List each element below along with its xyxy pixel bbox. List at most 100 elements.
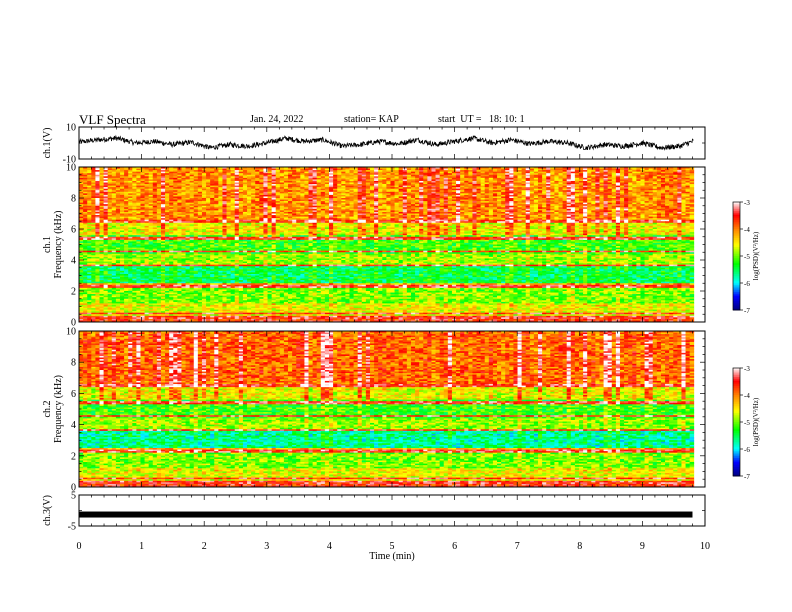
spectrogram-cell bbox=[660, 187, 666, 190]
spectrogram-cell bbox=[607, 187, 613, 190]
spectrogram-cell bbox=[660, 177, 666, 180]
spectrogram-cell bbox=[660, 185, 666, 188]
spectrogram-cell bbox=[201, 188, 207, 191]
spectrogram-cell bbox=[103, 185, 109, 188]
spectrogram-cell bbox=[206, 168, 211, 171]
spectrogram-cell bbox=[365, 170, 371, 173]
spectrogram-cell bbox=[611, 174, 617, 177]
spectrogram-cell bbox=[173, 167, 178, 169]
spectrogram-cell bbox=[324, 190, 330, 193]
spectrogram-cell bbox=[382, 167, 387, 169]
spectrogram-cell bbox=[210, 176, 215, 179]
spectrogram-cell bbox=[529, 188, 535, 191]
spectrogram-cell bbox=[197, 180, 203, 183]
spectrogram-cell bbox=[517, 185, 523, 188]
spectrogram-cell bbox=[99, 188, 104, 191]
spectrogram-cell bbox=[288, 182, 293, 185]
spectrogram-cell bbox=[111, 177, 117, 180]
spectrogram-cell bbox=[583, 167, 588, 169]
spectrogram-cell bbox=[300, 182, 305, 185]
spectrogram-cell bbox=[210, 184, 215, 186]
spectrogram-cell bbox=[99, 177, 104, 180]
spectrogram-cell bbox=[152, 190, 158, 193]
spectrogram-cell bbox=[177, 174, 182, 177]
spectrogram-cell bbox=[640, 182, 645, 185]
spectrogram-cell bbox=[87, 170, 92, 173]
spectrogram-cell bbox=[439, 188, 445, 191]
spectrogram-cell bbox=[300, 177, 305, 180]
spectrogram-cell bbox=[156, 173, 162, 176]
spectrogram-cell bbox=[263, 176, 268, 179]
spectrogram-cell bbox=[210, 187, 215, 190]
spectrogram-cell bbox=[669, 168, 674, 171]
spectrogram-cell bbox=[369, 173, 375, 176]
spectrogram-cell bbox=[115, 180, 121, 183]
spectrogram-cell bbox=[533, 179, 539, 182]
spectrogram-cell bbox=[443, 174, 449, 177]
spectrogram-cell bbox=[365, 184, 371, 186]
spectrogram-cell bbox=[169, 190, 174, 193]
spectrogram-cell bbox=[238, 185, 244, 188]
spectrogram-cell bbox=[333, 180, 338, 183]
spectrogram-cell bbox=[685, 171, 691, 174]
spectrogram-cell bbox=[542, 171, 547, 174]
spectrogram-cell bbox=[599, 179, 604, 182]
spectrogram-cell bbox=[574, 167, 580, 169]
spectrogram-cell bbox=[193, 174, 199, 177]
spectrogram-cell bbox=[341, 187, 346, 190]
spectrogram-cell bbox=[283, 184, 289, 186]
spectrogram-cell bbox=[300, 190, 305, 193]
spectrogram-cell bbox=[574, 180, 580, 183]
spectrogram-cell bbox=[345, 170, 350, 173]
spectrogram-cell bbox=[320, 180, 326, 183]
spectrogram-cell bbox=[361, 173, 367, 176]
spectrogram-cell bbox=[111, 174, 117, 177]
spectrogram-cell bbox=[218, 168, 223, 171]
spectrogram-cell bbox=[578, 190, 584, 193]
spectrogram-cell bbox=[533, 184, 539, 186]
spectrogram-cell bbox=[271, 173, 277, 176]
spectrogram-cell bbox=[615, 180, 621, 183]
spectrogram-cell bbox=[165, 180, 170, 183]
spectrogram-cell bbox=[525, 185, 531, 188]
spectrogram-cell bbox=[484, 174, 490, 177]
spectrogram-cell bbox=[562, 187, 568, 190]
spectrogram-cell bbox=[443, 190, 449, 193]
spectrogram-cell bbox=[431, 167, 436, 169]
spectrogram-cell bbox=[283, 190, 289, 193]
spectrogram-cell bbox=[415, 173, 420, 176]
spectrogram-cell bbox=[210, 167, 215, 169]
spectrogram-cell bbox=[615, 184, 621, 186]
spectrogram-cell bbox=[468, 190, 473, 193]
spectrogram-cell bbox=[99, 167, 104, 169]
spectrogram-cell bbox=[583, 176, 588, 179]
spectrogram-cell bbox=[341, 185, 346, 188]
spectrogram-cell bbox=[283, 174, 289, 177]
spectrogram-cell bbox=[472, 184, 477, 186]
spectrogram-cell bbox=[169, 185, 174, 188]
spectrogram-cell bbox=[79, 182, 84, 185]
spectrogram-cell bbox=[173, 184, 178, 186]
spectrogram-cell bbox=[337, 184, 342, 186]
spectrogram-cell bbox=[357, 184, 363, 186]
spectrogram-cell bbox=[521, 173, 527, 176]
spectrogram-cell bbox=[578, 174, 584, 177]
spectrogram-cell bbox=[165, 184, 170, 186]
spectrogram-cell bbox=[111, 170, 117, 173]
spectrogram-cell bbox=[324, 187, 330, 190]
spectrogram-cell bbox=[83, 170, 88, 173]
spectrogram-cell bbox=[542, 177, 547, 180]
spectrogram-cell bbox=[382, 184, 387, 186]
spectrogram-cell bbox=[599, 184, 604, 186]
spectrogram-cell bbox=[328, 173, 334, 176]
spectrogram-cell bbox=[296, 184, 301, 186]
spectrogram-cell bbox=[259, 190, 264, 193]
spectrogram-cell bbox=[193, 185, 199, 188]
spectrogram-cell bbox=[169, 184, 174, 186]
spectrogram-cell bbox=[206, 173, 211, 176]
spectrogram-cell bbox=[533, 185, 539, 188]
spectrogram-cell bbox=[386, 170, 391, 173]
spectrogram-cell bbox=[538, 171, 543, 174]
spectrogram-cell bbox=[288, 180, 293, 183]
spectrogram-cell bbox=[185, 185, 191, 188]
